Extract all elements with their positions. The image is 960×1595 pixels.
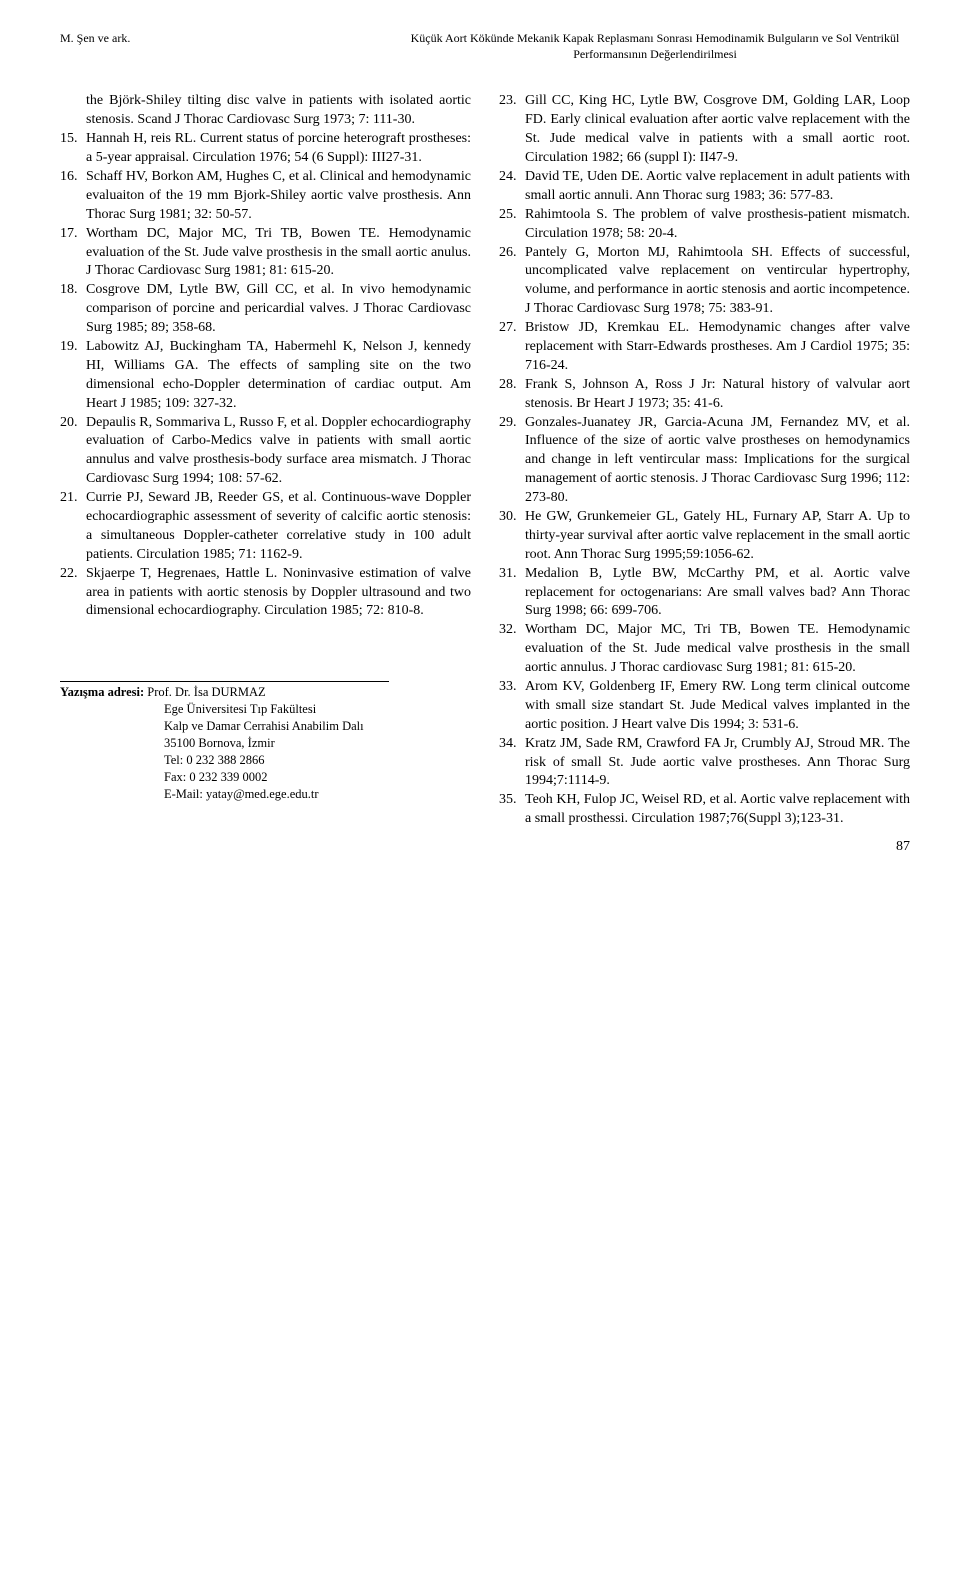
page-number: 87	[896, 838, 910, 857]
correspondence-line: Ege Üniversitesi Tıp Fakültesi	[164, 701, 389, 718]
header-authors: M. Şen ve ark.	[60, 30, 230, 62]
reference-text: Arom KV, Goldenberg IF, Emery RW. Long t…	[525, 678, 910, 735]
reference-text: Depaulis R, Sommariva L, Russo F, et al.…	[86, 414, 471, 490]
reference-item: 30.He GW, Grunkemeier GL, Gately HL, Fur…	[499, 508, 910, 565]
reference-text: Gonzales-Juanatey JR, Garcia-Acuna JM, F…	[525, 414, 910, 508]
correspondence-line: Fax: 0 232 339 0002	[164, 769, 389, 786]
reference-item: 29.Gonzales-Juanatey JR, Garcia-Acuna JM…	[499, 414, 910, 508]
reference-text: Skjaerpe T, Hegrenaes, Hattle L. Noninva…	[86, 565, 471, 622]
reference-text: David TE, Uden DE. Aortic valve replacem…	[525, 168, 910, 206]
reference-item: 35.Teoh KH, Fulop JC, Weisel RD, et al. …	[499, 791, 910, 829]
reference-number: 29.	[499, 414, 525, 508]
reference-number: 25.	[499, 206, 525, 244]
reference-item: 27.Bristow JD, Kremkau EL. Hemodynamic c…	[499, 319, 910, 376]
reference-item: 26.Pantely G, Morton MJ, Rahimtoola SH. …	[499, 244, 910, 320]
reference-number: 23.	[499, 92, 525, 168]
reference-text: Frank S, Johnson A, Ross J Jr: Natural h…	[525, 376, 910, 414]
reference-number: 16.	[60, 168, 86, 225]
reference-number: 15.	[60, 130, 86, 168]
reference-number: 20.	[60, 414, 86, 490]
reference-text: Bristow JD, Kremkau EL. Hemodynamic chan…	[525, 319, 910, 376]
reference-text: He GW, Grunkemeier GL, Gately HL, Furnar…	[525, 508, 910, 565]
reference-number: 24.	[499, 168, 525, 206]
reference-number: 35.	[499, 791, 525, 829]
reference-number: 27.	[499, 319, 525, 376]
reference-item: 23.Gill CC, King HC, Lytle BW, Cosgrove …	[499, 92, 910, 168]
references-columns: the Björk-Shiley tilting disc valve in p…	[60, 92, 910, 829]
reference-item: 28.Frank S, Johnson A, Ross J Jr: Natura…	[499, 376, 910, 414]
reference-item: 16.Schaff HV, Borkon AM, Hughes C, et al…	[60, 168, 471, 225]
reference-text: Pantely G, Morton MJ, Rahimtoola SH. Eff…	[525, 244, 910, 320]
reference-text: Rahimtoola S. The problem of valve prost…	[525, 206, 910, 244]
reference-item: 32.Wortham DC, Major MC, Tri TB, Bowen T…	[499, 621, 910, 678]
reference-item: 15.Hannah H, reis RL. Current status of …	[60, 130, 471, 168]
correspondence-name: Prof. Dr. İsa DURMAZ	[147, 685, 265, 699]
reference-number: 21.	[60, 489, 86, 565]
reference-item: 21.Currie PJ, Seward JB, Reeder GS, et a…	[60, 489, 471, 565]
reference-number: 19.	[60, 338, 86, 414]
reference-item: 31.Medalion B, Lytle BW, McCarthy PM, et…	[499, 565, 910, 622]
reference-text: Kratz JM, Sade RM, Crawford FA Jr, Crumb…	[525, 735, 910, 792]
reference-number: 28.	[499, 376, 525, 414]
reference-item: 20.Depaulis R, Sommariva L, Russo F, et …	[60, 414, 471, 490]
reference-text: Gill CC, King HC, Lytle BW, Cosgrove DM,…	[525, 92, 910, 168]
reference-text: Hannah H, reis RL. Current status of por…	[86, 130, 471, 168]
correspondence-label: Yazışma adresi:	[60, 685, 144, 699]
reference-number: 18.	[60, 281, 86, 338]
reference-number: 17.	[60, 225, 86, 282]
correspondence-line: Tel: 0 232 388 2866	[164, 752, 389, 769]
reference-item: 18.Cosgrove DM, Lytle BW, Gill CC, et al…	[60, 281, 471, 338]
correspondence-line: Kalp ve Damar Cerrahisi Anabilim Dalı	[164, 718, 389, 735]
right-column: 23.Gill CC, King HC, Lytle BW, Cosgrove …	[499, 92, 910, 829]
reference-text: Labowitz AJ, Buckingham TA, Habermehl K,…	[86, 338, 471, 414]
reference-item: 24.David TE, Uden DE. Aortic valve repla…	[499, 168, 910, 206]
reference-item: 25.Rahimtoola S. The problem of valve pr…	[499, 206, 910, 244]
reference-text: Wortham DC, Major MC, Tri TB, Bowen TE. …	[525, 621, 910, 678]
reference-item: 17.Wortham DC, Major MC, Tri TB, Bowen T…	[60, 225, 471, 282]
left-column: the Björk-Shiley tilting disc valve in p…	[60, 92, 471, 829]
reference-item: 34.Kratz JM, Sade RM, Crawford FA Jr, Cr…	[499, 735, 910, 792]
reference-item: 19.Labowitz AJ, Buckingham TA, Habermehl…	[60, 338, 471, 414]
correspondence-line: E-Mail: yatay@med.ege.edu.tr	[164, 786, 389, 803]
correspondence-box: Yazışma adresi: Prof. Dr. İsa DURMAZ Ege…	[60, 681, 389, 802]
reference-number: 31.	[499, 565, 525, 622]
reference-text: Medalion B, Lytle BW, McCarthy PM, et al…	[525, 565, 910, 622]
reference-item: 22.Skjaerpe T, Hegrenaes, Hattle L. Noni…	[60, 565, 471, 622]
reference-text: Cosgrove DM, Lytle BW, Gill CC, et al. I…	[86, 281, 471, 338]
reference-number: 22.	[60, 565, 86, 622]
reference-number: 30.	[499, 508, 525, 565]
ref-continuation: the Björk-Shiley tilting disc valve in p…	[86, 92, 471, 130]
reference-text: Schaff HV, Borkon AM, Hughes C, et al. C…	[86, 168, 471, 225]
reference-text: Wortham DC, Major MC, Tri TB, Bowen TE. …	[86, 225, 471, 282]
reference-text: Teoh KH, Fulop JC, Weisel RD, et al. Aor…	[525, 791, 910, 829]
reference-number: 34.	[499, 735, 525, 792]
reference-text: Currie PJ, Seward JB, Reeder GS, et al. …	[86, 489, 471, 565]
reference-item: 33.Arom KV, Goldenberg IF, Emery RW. Lon…	[499, 678, 910, 735]
correspondence-header: Yazışma adresi: Prof. Dr. İsa DURMAZ	[60, 684, 389, 701]
running-header: M. Şen ve ark. Küçük Aort Kökünde Mekani…	[60, 30, 910, 62]
reference-number: 26.	[499, 244, 525, 320]
reference-number: 33.	[499, 678, 525, 735]
correspondence-line: 35100 Bornova, İzmir	[164, 735, 389, 752]
reference-number: 32.	[499, 621, 525, 678]
header-title: Küçük Aort Kökünde Mekanik Kapak Replasm…	[400, 30, 910, 62]
